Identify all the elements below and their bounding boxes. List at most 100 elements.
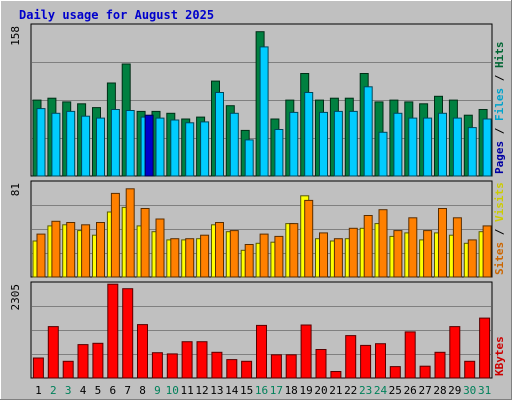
bar-files-day-10 xyxy=(170,119,180,177)
bar-files-day-27 xyxy=(423,117,433,177)
bar-sites-day-29 xyxy=(452,217,462,278)
bar-sites-day-5 xyxy=(96,222,105,278)
bar-kbytes-day-24 xyxy=(375,343,386,379)
bar-files-day-1 xyxy=(36,108,46,177)
bar-sites-day-17 xyxy=(274,235,284,278)
bar-sites-day-10 xyxy=(170,238,180,278)
bar-files-day-12 xyxy=(200,121,210,177)
x-tick-label-day-6: 6 xyxy=(109,384,116,397)
bar-kbytes-day-27 xyxy=(419,365,431,379)
bar-sites-day-9 xyxy=(155,218,165,278)
bar-kbytes-day-18 xyxy=(285,354,297,379)
bar-files-day-23 xyxy=(363,86,373,177)
bar-sites-day-2 xyxy=(51,220,61,278)
panel-kbytes: 2305 KBytes xyxy=(9,281,506,379)
legend-label-visits: Visits xyxy=(493,182,506,222)
bar-sites-day-20 xyxy=(319,232,328,278)
bar-sites-day-23 xyxy=(363,215,373,278)
x-tick-label-day-30: 30 xyxy=(463,384,476,397)
bar-sites-day-25 xyxy=(393,230,403,278)
x-tick-label-day-8: 8 xyxy=(139,384,146,397)
legend-label-pages: Pages xyxy=(493,141,506,174)
legend-separator: / xyxy=(493,68,506,88)
bar-files-day-13 xyxy=(215,92,224,177)
bar-sites-day-12 xyxy=(200,234,210,278)
bar-sites-day-31 xyxy=(482,225,492,278)
bar-files-day-22 xyxy=(348,110,358,177)
bar-files-day-15 xyxy=(244,139,254,177)
bar-sites-day-11 xyxy=(185,238,195,278)
bar-files-day-25 xyxy=(393,112,403,177)
bar-files-day-26 xyxy=(408,117,418,177)
bar-files-day-2 xyxy=(51,112,61,177)
x-tick-label-day-3: 3 xyxy=(65,384,72,397)
bar-kbytes-day-17 xyxy=(270,354,282,379)
bar-kbytes-day-13 xyxy=(211,351,223,379)
x-tick-label-day-10: 10 xyxy=(166,384,179,397)
x-tick-label-day-20: 20 xyxy=(314,384,327,397)
bar-kbytes-day-25 xyxy=(389,366,401,379)
x-tick-label-day-25: 25 xyxy=(389,384,402,397)
bar-kbytes-day-21 xyxy=(330,371,342,379)
y-max-label-hits-files-pages: 158 xyxy=(9,26,22,46)
legend-visits-sites: Sites / Visits xyxy=(493,182,506,275)
bar-kbytes-day-28 xyxy=(434,351,446,379)
bar-kbytes-day-10 xyxy=(166,353,178,379)
legend-separator: / xyxy=(493,121,506,141)
bar-kbytes-day-15 xyxy=(241,360,253,379)
bar-kbytes-day-23 xyxy=(360,344,372,379)
legend-separator: / xyxy=(493,222,506,242)
bar-files-day-3 xyxy=(66,110,76,177)
bar-files-day-19 xyxy=(304,92,314,177)
bar-sites-day-19 xyxy=(304,199,314,278)
bar-kbytes-day-19 xyxy=(300,324,312,379)
bar-kbytes-day-20 xyxy=(315,349,327,379)
x-tick-label-day-12: 12 xyxy=(195,384,208,397)
x-tick-label-day-5: 5 xyxy=(95,384,102,397)
bar-files-day-7 xyxy=(125,110,135,177)
bar-sites-day-15 xyxy=(244,244,254,278)
bar-sites-day-30 xyxy=(467,239,477,278)
bar-kbytes-day-8 xyxy=(137,324,148,379)
x-tick-label-day-14: 14 xyxy=(225,384,239,397)
x-tick-label-day-28: 28 xyxy=(433,384,446,397)
bar-files-day-20 xyxy=(319,111,328,177)
bar-sites-day-1 xyxy=(36,233,46,278)
panel-visits-sites: 81 Sites / Visits xyxy=(9,180,506,278)
bar-kbytes-day-26 xyxy=(404,331,416,379)
bar-sites-day-26 xyxy=(408,217,418,278)
bar-kbytes-day-9 xyxy=(151,352,163,379)
x-tick-label-day-24: 24 xyxy=(374,384,388,397)
bar-sites-day-16 xyxy=(259,233,269,278)
bar-files-day-4 xyxy=(81,115,91,177)
bar-files-day-18 xyxy=(289,111,299,177)
x-tick-label-day-18: 18 xyxy=(285,384,298,397)
legend-label-sites: Sites xyxy=(493,242,506,275)
bar-kbytes-day-16 xyxy=(256,324,267,379)
bar-sites-day-7 xyxy=(125,188,135,278)
x-tick-label-day-7: 7 xyxy=(124,384,131,397)
bar-files-day-9 xyxy=(155,117,165,177)
legend-label-kbytes: KBytes xyxy=(493,336,506,376)
x-tick-label-day-23: 23 xyxy=(359,384,372,397)
bar-kbytes-day-14 xyxy=(226,359,238,379)
bar-kbytes-day-29 xyxy=(449,326,461,379)
bar-sites-day-14 xyxy=(229,230,239,278)
x-tick-label-day-16: 16 xyxy=(255,384,268,397)
bar-kbytes-day-30 xyxy=(464,360,476,379)
bar-kbytes-day-5 xyxy=(92,342,104,379)
x-tick-label-day-1: 1 xyxy=(35,384,42,397)
x-tick-label-day-15: 15 xyxy=(240,384,253,397)
bar-sites-day-27 xyxy=(423,230,433,278)
legend-label-files: Files xyxy=(493,88,506,121)
legend-hits-files-pages: Pages / Files / Hits xyxy=(493,42,506,175)
x-tick-label-day-26: 26 xyxy=(404,384,417,397)
bar-kbytes-day-3 xyxy=(62,360,74,379)
bar-files-day-14 xyxy=(229,112,239,177)
legend-kbytes: KBytes xyxy=(493,336,506,376)
panel-hits-files-pages: 158 Pages / Files / Hits xyxy=(9,23,506,177)
bar-files-day-16 xyxy=(259,46,269,177)
bar-sites-day-3 xyxy=(66,222,76,278)
x-tick-label-day-31: 31 xyxy=(478,384,491,397)
